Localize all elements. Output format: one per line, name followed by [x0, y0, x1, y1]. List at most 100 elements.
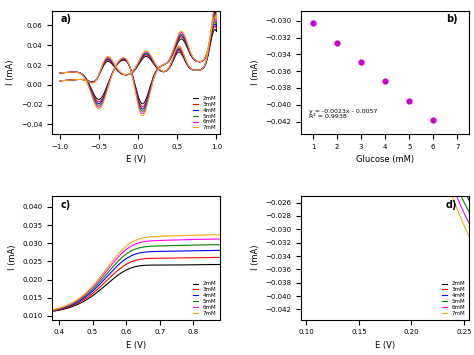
Line: 5mM: 5mM	[52, 245, 220, 310]
6mM	[372, 27, 378, 31]
6mM	[466, 222, 472, 226]
5mM	[193, 59, 199, 63]
3mM	[49, 309, 55, 313]
2mM	[213, 262, 219, 267]
6mM	[110, 71, 116, 75]
Legend: 2mM, 3mM, 4mM, 5mM, 6mM, 7mM: 2mM, 3mM, 4mM, 5mM, 6mM, 7mM	[191, 280, 218, 317]
2mM	[372, 27, 378, 31]
4mM	[140, 250, 146, 255]
Line: 7mM: 7mM	[60, 0, 217, 116]
6mM	[140, 240, 146, 244]
3mM	[298, 146, 304, 151]
Y-axis label: I (mA): I (mA)	[251, 60, 260, 85]
6mM	[187, 237, 193, 242]
3mM	[205, 53, 211, 57]
6mM	[130, 243, 136, 247]
Line: 7mM: 7mM	[52, 235, 220, 310]
2mM	[421, 87, 427, 91]
7mM	[129, 240, 135, 244]
3mM	[199, 67, 204, 71]
3mM	[57, 79, 63, 83]
4mM	[187, 248, 193, 253]
4mM	[57, 79, 63, 83]
5mM	[110, 71, 116, 75]
7mM	[199, 67, 204, 71]
2mM	[199, 67, 204, 71]
4mM	[213, 248, 219, 252]
6mM	[57, 79, 63, 83]
X-axis label: E (V): E (V)	[375, 341, 395, 350]
2mM	[99, 95, 104, 100]
2mM	[129, 266, 135, 270]
3mM	[421, 92, 427, 96]
Line: 4mM: 4mM	[52, 250, 220, 311]
3mM	[187, 256, 193, 260]
6mM	[49, 308, 55, 312]
Line: 2mM: 2mM	[60, 9, 217, 104]
3mM	[99, 98, 104, 102]
2mM	[187, 263, 193, 267]
3mM	[163, 62, 169, 66]
4mM	[140, 107, 146, 111]
6mM	[205, 50, 211, 54]
3mM	[110, 70, 116, 75]
4mM	[110, 70, 116, 75]
2mM	[193, 59, 199, 63]
3mM	[218, 255, 223, 260]
4mM	[149, 250, 155, 254]
X-axis label: Glucose (mM): Glucose (mM)	[356, 155, 414, 164]
Text: y = -0.0023x - 0.0057
R² = 0.9938: y = -0.0023x - 0.0057 R² = 0.9938	[310, 109, 378, 119]
5mM	[353, 40, 359, 44]
5mM	[319, 113, 324, 117]
4mM	[466, 198, 472, 203]
3mM	[149, 256, 155, 261]
3mM	[193, 59, 199, 63]
5mM	[199, 67, 204, 71]
2mM	[218, 262, 223, 267]
6mM	[298, 173, 304, 178]
5mM	[372, 27, 378, 31]
3mM	[420, 90, 426, 94]
Line: 4mM: 4mM	[60, 1, 217, 109]
4mM	[205, 52, 211, 56]
Line: 6mM: 6mM	[60, 0, 217, 114]
3mM	[365, 28, 371, 33]
4mM	[372, 27, 378, 31]
2mM	[420, 86, 426, 90]
4mM	[404, 61, 410, 65]
4mM	[421, 97, 427, 102]
Line: 2mM: 2mM	[52, 264, 220, 311]
5mM	[218, 242, 223, 247]
5mM	[298, 165, 304, 169]
2mM	[404, 56, 410, 60]
5mM	[140, 245, 146, 249]
Line: 4mM: 4mM	[301, 29, 469, 201]
3mM	[404, 59, 410, 63]
2mM	[298, 137, 304, 142]
6mM	[421, 107, 427, 111]
4mM	[420, 95, 426, 99]
7mM	[140, 236, 146, 240]
4mM	[298, 156, 304, 160]
7mM	[319, 125, 324, 129]
3mM	[214, 2, 219, 7]
7mM	[218, 233, 223, 237]
3mM	[213, 255, 219, 260]
7mM	[187, 233, 193, 237]
7mM	[193, 59, 199, 63]
Line: 3mM: 3mM	[52, 257, 220, 311]
7mM	[466, 235, 472, 239]
2mM	[57, 71, 63, 75]
5mM	[57, 71, 63, 75]
5mM	[421, 102, 427, 106]
7mM	[420, 110, 426, 114]
3mM	[466, 186, 472, 190]
2mM	[163, 62, 169, 66]
7mM	[149, 235, 155, 239]
4mM	[365, 28, 371, 33]
2mM	[149, 263, 155, 267]
3mM	[140, 257, 146, 261]
4mM	[193, 59, 199, 63]
3mM	[372, 27, 378, 31]
5mM	[129, 248, 135, 253]
